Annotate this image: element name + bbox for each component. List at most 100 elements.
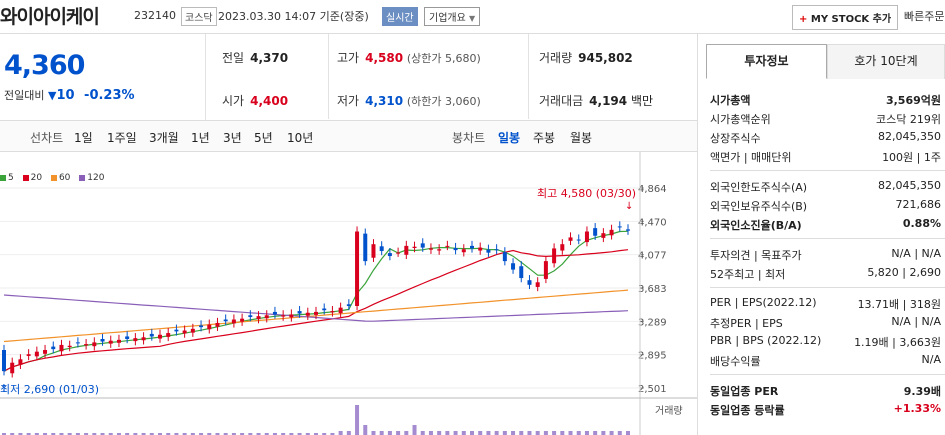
y-tick-label: 2,501 <box>638 384 667 395</box>
candle-body <box>10 362 15 374</box>
divider <box>328 34 329 119</box>
volume-bar <box>240 433 245 435</box>
volume-bar <box>453 431 458 435</box>
candle-body <box>125 336 130 339</box>
period-5y[interactable]: 5년 <box>254 131 273 145</box>
info-row: 시가총액순위 코스닥 219위 <box>710 109 945 127</box>
volume-bar <box>379 431 384 435</box>
volume-bar <box>568 431 573 435</box>
divider <box>697 34 698 435</box>
market-badge: 코스닥 <box>181 7 217 26</box>
volume-bar <box>264 433 269 435</box>
volume-bar <box>125 433 130 435</box>
volume-bar <box>502 431 507 435</box>
company-name[interactable]: 와이아이케이 <box>0 6 100 28</box>
info-value: 721,686 <box>895 198 942 211</box>
prev-close: 전일 4,370 <box>222 49 288 66</box>
candle-weekly[interactable]: 주봉 <box>533 131 556 145</box>
candle-body <box>51 346 56 350</box>
period-3m[interactable]: 3개월 <box>149 131 179 145</box>
info-row: 52주최고 | 최저 5,820 | 2,690 <box>710 264 945 282</box>
candle-body <box>511 263 516 270</box>
info-key: PER | EPS(2022.12) <box>710 296 817 309</box>
candle-monthly[interactable]: 월봉 <box>570 131 593 145</box>
tab-invest-info[interactable]: 투자정보 <box>706 44 827 79</box>
candle-body <box>248 315 253 317</box>
candle-body <box>560 244 565 251</box>
period-1d[interactable]: 1일 <box>74 131 93 145</box>
info-row: 시가총액 3,569억원 <box>710 90 945 108</box>
amount-unit: 백만 <box>630 94 654 108</box>
fast-order-link[interactable]: 빠른주문 <box>904 10 945 23</box>
period-1w[interactable]: 1주일 <box>107 131 137 145</box>
period-1y[interactable]: 1년 <box>191 131 210 145</box>
plus-icon: + <box>799 14 808 25</box>
volume-bar <box>428 431 433 435</box>
volume-bar <box>133 433 138 435</box>
volume-bar <box>494 431 499 435</box>
volume-bar <box>256 433 261 435</box>
candlestick-plot[interactable]: 4,864 4,470 4,077 3,683 3,289 2,895 2,501 최고 4… <box>0 152 697 435</box>
day-low-value: 4,310 <box>365 94 404 108</box>
candle-body <box>92 342 97 347</box>
candle-body <box>568 237 573 241</box>
day-high-value: 4,580 <box>365 51 404 65</box>
volume-bar <box>371 431 376 435</box>
day-high-label: 고가 <box>337 51 360 65</box>
info-value: 1.19배 | 3,663원 <box>854 336 941 349</box>
upper-limit: (상한가 5,680) <box>406 52 481 65</box>
candle-body <box>437 249 442 251</box>
divider <box>205 34 206 120</box>
info-value: 3,569억원 <box>885 94 941 107</box>
candle-body <box>346 304 351 306</box>
candle-body <box>190 328 195 333</box>
candle-body <box>59 344 64 352</box>
period-3y[interactable]: 3년 <box>223 131 242 145</box>
period-10y[interactable]: 10년 <box>287 131 314 145</box>
candle-body <box>543 261 548 279</box>
candle-body <box>576 239 581 241</box>
add-my-stock-button[interactable]: + MY STOCK 추가 <box>792 5 899 30</box>
volume-bar <box>149 433 154 435</box>
y-tick-label: 4,864 <box>638 184 667 195</box>
candle-body <box>552 248 557 264</box>
volume-bar <box>10 433 15 435</box>
volume-bar <box>272 433 277 435</box>
volume-bar <box>67 433 72 435</box>
info-row: 외국인보유주식수(B) 721,686 <box>710 196 945 214</box>
realtime-badge[interactable]: 실시간 <box>382 7 418 26</box>
tab-orderbook-10[interactable]: 호가 10단계 <box>827 44 945 79</box>
candle-body <box>379 246 384 251</box>
volume-label: 거래량 <box>655 405 683 417</box>
candle-body <box>420 243 425 248</box>
volume-bar <box>158 433 162 435</box>
volume-bar <box>609 431 614 435</box>
info-key: 52주최고 | 최저 <box>710 268 786 281</box>
volume: 거래량 945,802 <box>539 49 633 66</box>
volume-bar <box>281 433 286 435</box>
candle-daily[interactable]: 일봉 <box>498 131 521 145</box>
volume-bar <box>437 431 442 435</box>
volume-bar <box>486 431 491 435</box>
volume-bar <box>199 433 204 435</box>
candle-body <box>626 229 630 231</box>
candle-body <box>26 354 31 356</box>
volume-label: 거래량 <box>539 51 573 65</box>
candle-body <box>617 226 622 228</box>
volume-bar <box>231 433 236 435</box>
candle-body <box>486 249 491 253</box>
candle-body <box>215 322 220 327</box>
candle-body <box>601 233 606 238</box>
section-divider <box>710 170 945 171</box>
volume-bar <box>322 433 327 435</box>
corp-overview-dropdown[interactable]: 기업개요 ▼ <box>424 7 481 26</box>
candle-body <box>445 245 450 247</box>
info-value: 82,045,350 <box>878 130 941 143</box>
candle-body <box>199 325 204 328</box>
y-tick-label: 3,289 <box>638 317 667 328</box>
candle-body <box>461 249 466 253</box>
info-row: 상장주식수 82,045,350 <box>710 128 945 146</box>
info-row: 동일업종 PER 9.39배 <box>710 381 945 399</box>
stock-code: 232140 <box>134 9 176 22</box>
arrow-down-icon: ↓ <box>625 201 633 212</box>
